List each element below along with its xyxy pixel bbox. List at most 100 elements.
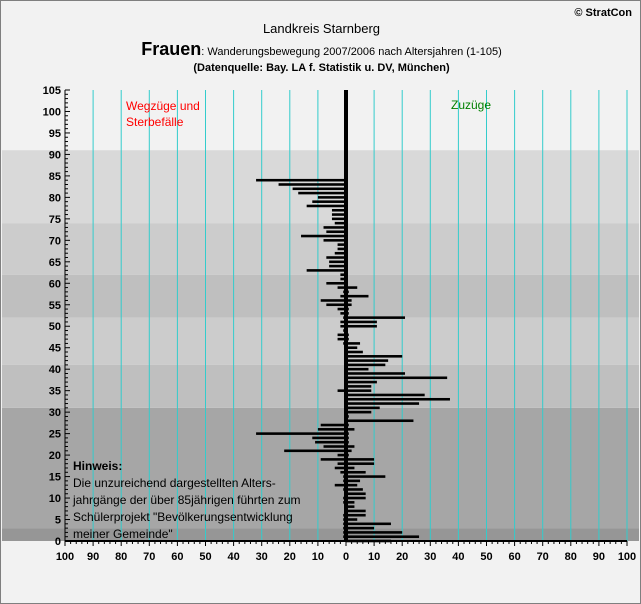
bar-outflow (323, 239, 346, 242)
note-box: Hinweis: Die unzureichend dargestellten … (73, 458, 300, 543)
bar-outflow (312, 200, 346, 203)
bar-outflow (334, 483, 346, 487)
y-tick-label: 5 (55, 515, 61, 527)
bar-inflow (346, 316, 406, 319)
x-tick-label: 70 (537, 551, 549, 563)
x-tick-label: 60 (171, 551, 183, 563)
bar-inflow (346, 294, 369, 298)
bar-outflow (306, 204, 346, 208)
bar-inflow (346, 406, 380, 410)
x-tick-label: 100 (618, 551, 636, 563)
y-tick-label: 90 (49, 149, 61, 161)
y-tick-label: 30 (49, 407, 61, 419)
note-line: jahrgänge der über 85jährigen führten zu… (73, 493, 301, 507)
bar-inflow (346, 372, 406, 375)
bar-outflow (312, 436, 346, 440)
background-band (2, 90, 639, 151)
bar-outflow (292, 187, 346, 191)
bar-inflow (346, 367, 369, 371)
bar-inflow (346, 355, 403, 358)
subtitle-gender: Frauen (141, 39, 202, 59)
x-tick-label: 50 (480, 551, 492, 563)
bar-inflow (346, 389, 372, 392)
y-tick-label: 80 (49, 192, 61, 204)
note-line: Die unzureichend dargestellten Alters- (73, 476, 276, 490)
bar-outflow (306, 269, 346, 272)
bar-inflow (346, 363, 386, 367)
y-tick-label: 0 (55, 536, 61, 548)
bar-outflow (337, 286, 346, 289)
bar-inflow (346, 522, 391, 526)
bar-outflow (331, 213, 346, 216)
bar-outflow (323, 445, 346, 448)
bar-inflow (346, 419, 414, 423)
bar-inflow (346, 479, 361, 483)
bar-inflow (346, 397, 450, 401)
bar-inflow (346, 449, 352, 453)
bar-inflow (346, 458, 375, 461)
bar-outflow (329, 260, 346, 264)
x-tick-label: 80 (565, 551, 577, 563)
bar-inflow (346, 518, 358, 521)
bar-inflow (346, 428, 355, 431)
bar-outflow (334, 221, 346, 225)
bar-outflow (323, 226, 346, 229)
x-tick-label: 0 (343, 551, 349, 563)
bar-outflow (334, 466, 346, 470)
y-tick-label: 15 (49, 472, 61, 484)
bar-outflow (340, 470, 346, 474)
bar-outflow (317, 196, 346, 199)
x-tick-label: 20 (284, 551, 296, 563)
bar-inflow (346, 376, 448, 380)
x-tick-label: 30 (256, 551, 268, 563)
bar-outflow (340, 273, 346, 276)
bar-inflow (346, 501, 355, 504)
bar-outflow (340, 312, 346, 315)
bar-inflow (346, 350, 363, 354)
bar-outflow (320, 458, 346, 461)
bar-outflow (337, 337, 346, 341)
bar-outflow (326, 256, 346, 259)
bar-inflow (346, 385, 372, 388)
x-tick-label: 20 (396, 551, 408, 563)
bar-outflow (326, 281, 346, 285)
bar-outflow (278, 183, 346, 186)
bar-inflow (346, 380, 377, 384)
bar-outflow (340, 294, 346, 298)
bar-outflow (301, 234, 346, 238)
bar-inflow (346, 410, 372, 414)
x-tick-label: 70 (143, 551, 155, 563)
bar-inflow (346, 466, 355, 470)
copyright-label: © StratCon (574, 7, 632, 19)
bar-inflow (346, 303, 352, 307)
bar-outflow (340, 320, 346, 324)
bar-outflow (315, 440, 346, 444)
bar-outflow (284, 449, 346, 453)
background-band (2, 364, 639, 408)
bar-inflow (346, 492, 366, 496)
bar-inflow (346, 470, 366, 474)
note-line: Schülerprojekt "Bevölkerungsentwicklung (73, 510, 293, 524)
left-series-label: Wegzüge und Sterbefälle (126, 99, 200, 129)
y-tick-label: 105 (43, 85, 61, 97)
bar-inflow (346, 526, 375, 530)
bar-inflow (346, 445, 355, 448)
bar-outflow (298, 191, 346, 195)
bar-inflow (346, 505, 355, 508)
y-tick-label: 65 (49, 257, 61, 269)
bar-inflow (346, 299, 352, 302)
bar-inflow (346, 531, 403, 534)
bar-outflow (340, 277, 346, 281)
x-tick-label: 10 (312, 551, 324, 563)
x-tick-label: 80 (115, 551, 127, 563)
bar-outflow (337, 243, 346, 246)
bar-inflow (346, 513, 366, 517)
bar-outflow (331, 217, 346, 221)
bar-outflow (337, 307, 346, 311)
bar-inflow (346, 475, 386, 478)
data-source: (Datenquelle: Bay. LA f. Statistik u. DV… (193, 62, 450, 74)
bar-outflow (317, 428, 346, 431)
y-tick-label: 45 (49, 343, 61, 355)
x-tick-label: 40 (227, 551, 239, 563)
y-tick-label: 25 (49, 429, 61, 441)
